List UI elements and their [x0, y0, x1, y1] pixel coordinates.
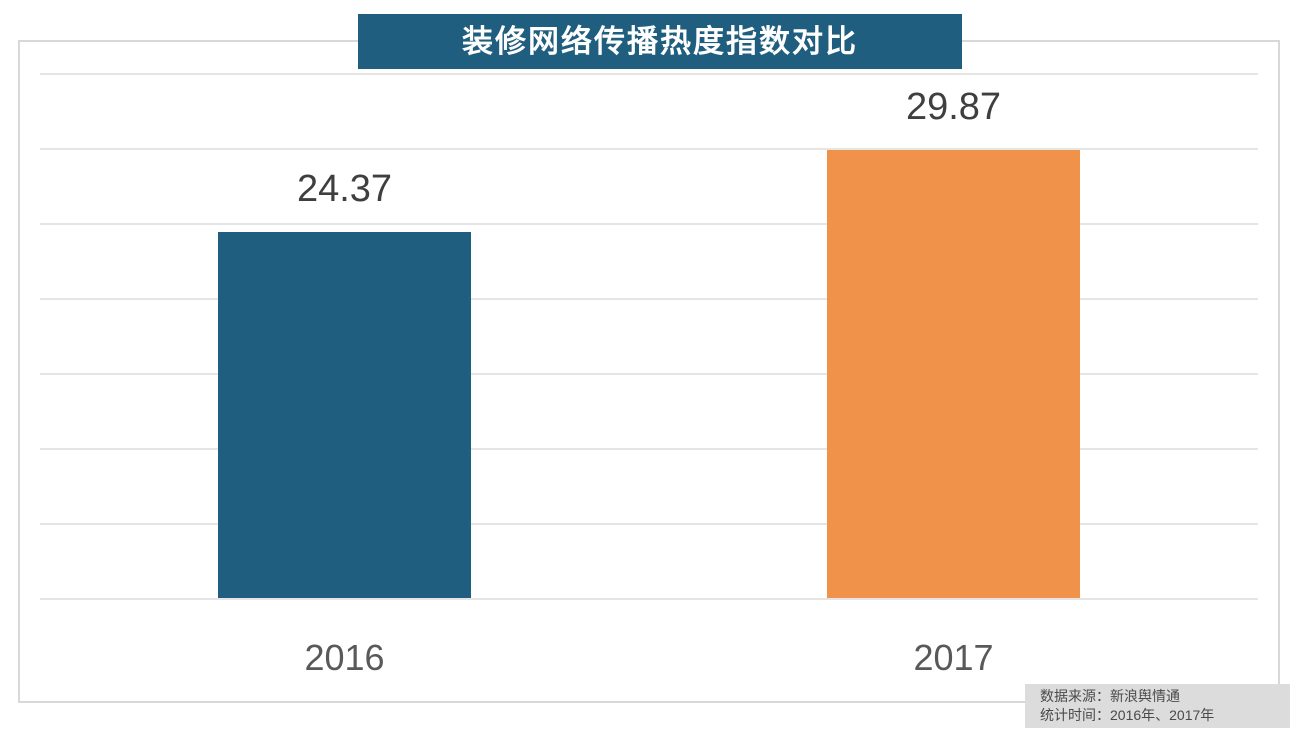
value-label-2017: 29.87	[905, 86, 1002, 128]
gridline	[40, 598, 1258, 600]
bar-2016	[218, 232, 471, 598]
value-label-2016: 24.37	[296, 168, 393, 210]
gridline	[40, 148, 1258, 150]
gridline	[40, 523, 1258, 525]
source-note-line1: 数据来源：新浪舆情通	[1040, 688, 1180, 704]
source-note: 数据来源：新浪舆情通 统计时间：2016年、2017年	[1025, 684, 1290, 728]
gridlines	[40, 0, 1258, 741]
gridline	[40, 223, 1258, 225]
chart-title: 装修网络传播热度指数对比	[358, 14, 962, 69]
gridline	[40, 373, 1258, 375]
axis-label-2016: 2016	[304, 637, 385, 678]
gridline	[40, 73, 1258, 75]
gridline	[40, 298, 1258, 300]
gridline	[40, 448, 1258, 450]
axis-label-2017: 2017	[913, 637, 994, 678]
bar-2017	[827, 150, 1080, 598]
source-note-line2: 统计时间：2016年、2017年	[1040, 707, 1215, 723]
